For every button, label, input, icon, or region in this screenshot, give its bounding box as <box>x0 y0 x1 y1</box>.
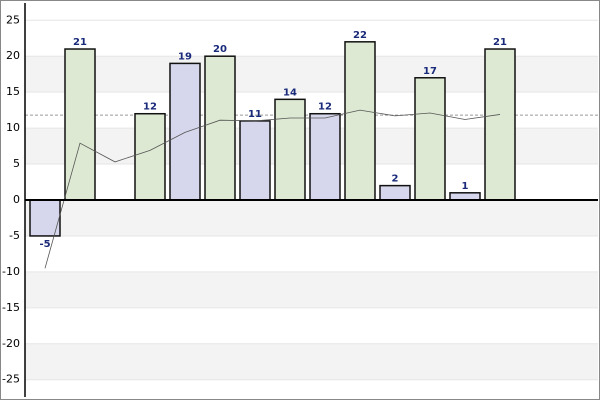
bar <box>309 112 341 201</box>
data-label: 12 <box>318 102 332 113</box>
bar <box>204 55 236 201</box>
y-tick-label: 10 <box>6 121 20 134</box>
data-label: 14 <box>283 87 297 98</box>
grid-band <box>25 343 598 380</box>
data-label: 11 <box>248 109 262 120</box>
data-label: 19 <box>178 51 192 62</box>
y-tick-label: -25 <box>2 373 20 386</box>
bar <box>274 98 306 201</box>
y-tick-label: 25 <box>6 13 20 26</box>
y-tick-label: 0 <box>13 193 20 206</box>
y-tick-label: -15 <box>2 301 20 314</box>
y-tick-label: 15 <box>6 85 20 98</box>
data-label: 2 <box>392 174 399 185</box>
y-tick-label: -20 <box>2 337 20 350</box>
bar <box>344 41 376 201</box>
grid-band <box>25 200 598 236</box>
bar <box>64 48 96 201</box>
bar <box>134 112 166 201</box>
bar <box>414 77 446 201</box>
data-label: 22 <box>353 30 367 41</box>
bar <box>169 62 201 201</box>
y-tick-label: -5 <box>9 229 20 242</box>
data-label: -5 <box>39 239 50 250</box>
data-label: 20 <box>213 44 227 55</box>
bar <box>449 192 481 201</box>
y-tick-label: 5 <box>13 157 20 170</box>
y-tick-label: 20 <box>6 49 20 62</box>
bar <box>484 48 516 201</box>
y-tick-label: -10 <box>2 265 20 278</box>
data-label: 21 <box>493 37 507 48</box>
bar <box>239 120 271 201</box>
data-label: 1 <box>462 181 469 192</box>
trend-line <box>44 109 501 269</box>
data-label: 12 <box>143 102 157 113</box>
data-label: 17 <box>423 66 437 77</box>
bar <box>379 184 411 201</box>
grid-band <box>25 271 598 308</box>
data-label: 21 <box>73 37 87 48</box>
